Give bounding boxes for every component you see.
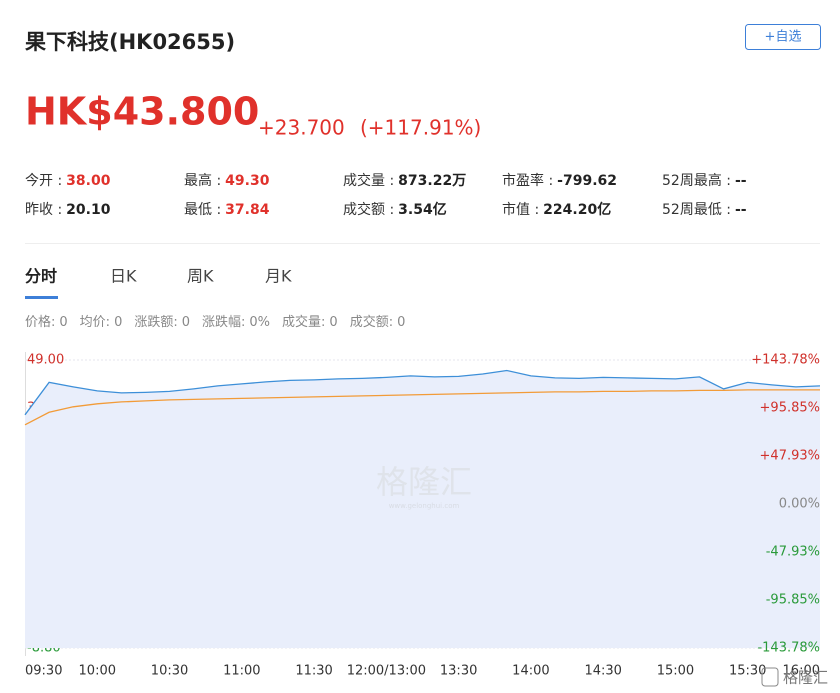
stat-value: 38.00 — [66, 173, 111, 189]
x-tick-label: 09:30 — [25, 664, 62, 679]
stat-label: 52周最低 : — [662, 202, 731, 218]
info-value: 0% — [249, 315, 270, 330]
stat-value: 37.84 — [225, 202, 270, 218]
stat: 52周最高 : -- — [662, 172, 747, 189]
x-tick-label: 10:30 — [151, 664, 188, 679]
x-tick-label: 16:00 — [783, 664, 820, 679]
info-value: 0 — [397, 315, 405, 330]
stat-value: -- — [735, 173, 747, 189]
stat-label: 市值 : — [502, 201, 539, 218]
info-bar: 价格: 0 均价: 0 涨跌额: 0 涨跌幅: 0% 成交量: 0 成交额: 0 — [25, 314, 405, 330]
stats: 今开 :38.00 最高 :49.30 成交量 :873.22万 市盈率 : -799.… — [25, 172, 747, 218]
y2-tick-label: -47.93% — [766, 545, 820, 560]
price-line — [24, 369, 821, 416]
stat: 最低 :37.84 — [184, 202, 270, 218]
info-value: 0 — [182, 315, 190, 330]
y2-tick-label: +143.78% — [751, 353, 820, 368]
info-label: 成交量: — [282, 314, 325, 330]
x-tick-label: 15:30 — [729, 664, 766, 679]
watermark: 格隆汇 — [376, 463, 472, 501]
stat: 昨收 :20.10 — [25, 202, 111, 218]
stat-label: 成交额 : — [343, 201, 394, 218]
stat-label: 52周最高 : — [662, 172, 731, 189]
y-tick-label: 49.00 — [27, 353, 64, 368]
logo: 格隆汇 — [783, 669, 828, 687]
stat: 市值 :224.20亿 — [502, 201, 611, 218]
stat-value: -799.62 — [557, 173, 617, 189]
stat: 市盈率 : -799.62 — [502, 172, 617, 189]
stat-label: 最高 : — [184, 172, 221, 189]
stat: 今开 :38.00 — [25, 173, 111, 189]
stat-value: 3.54亿 — [398, 201, 447, 218]
tab[interactable]: 分时 — [25, 267, 57, 286]
tabs: 分时 日K 周K 月K — [25, 267, 292, 286]
tab[interactable]: 周K — [187, 267, 214, 286]
x-tick-label: 12:00/13:00 — [347, 664, 426, 679]
stat: 52周最低 : -- — [662, 202, 747, 218]
info-label: 涨跌额: — [134, 314, 177, 330]
y2-tick-label: -143.78% — [757, 641, 820, 656]
stat: 成交量 :873.22万 — [343, 172, 466, 189]
y2-tick-label: +95.85% — [760, 401, 820, 416]
stat-value: 49.30 — [225, 173, 270, 189]
tab[interactable]: 日K — [110, 267, 137, 286]
stat-value: 20.10 — [66, 202, 111, 218]
info-value: 0 — [59, 315, 67, 330]
price-change: +23.700 — [258, 116, 345, 140]
x-tick-label: 13:30 — [440, 664, 477, 679]
watch-button[interactable] — [745, 24, 821, 50]
price-change-pct: (+117.91%) — [360, 116, 481, 140]
stat-value: 224.20亿 — [543, 201, 611, 218]
info-label: 成交额: — [350, 314, 393, 330]
stat-label: 昨收 : — [25, 202, 62, 218]
x-tick-label: 10:00 — [79, 664, 116, 679]
x-tick-label: 14:00 — [512, 664, 549, 679]
stat-label: 市盈率 : — [502, 172, 553, 189]
x-tick-label: 15:00 — [657, 664, 694, 679]
x-tick-label: 14:30 — [584, 664, 621, 679]
x-tick-label: 11:00 — [223, 664, 260, 679]
average-line — [24, 389, 820, 426]
tab-underline — [25, 296, 58, 299]
tab[interactable]: 月K — [265, 267, 292, 286]
watch-button-label[interactable]: +自选 — [765, 30, 802, 45]
y2-tick-label: 0.00% — [779, 497, 820, 512]
intraday-chart: 49.0039.3729.7320.1010.470.83-8.80+143.7… — [24, 352, 828, 687]
stat: 最高 :49.30 — [184, 172, 270, 189]
watermark-url: www.gelonghui.com — [389, 502, 460, 510]
x-tick-label: 11:30 — [295, 664, 332, 679]
stat-value: -- — [735, 202, 747, 218]
price: HK$43.800 — [25, 90, 259, 134]
info-value: 0 — [329, 315, 337, 330]
info-label: 涨跌幅: — [202, 314, 245, 330]
stat-label: 最低 : — [184, 202, 221, 218]
info-label: 价格: — [25, 314, 55, 330]
stat-label: 成交量 : — [343, 172, 394, 189]
stat: 成交额 :3.54亿 — [343, 201, 447, 218]
info-value: 0 — [114, 315, 122, 330]
stat-value: 873.22万 — [398, 173, 466, 189]
logo-badge — [761, 667, 779, 687]
info-label: 均价: — [80, 315, 110, 330]
stock-title: 果下科技(HK02655) — [25, 30, 235, 54]
y2-tick-label: +47.93% — [760, 448, 820, 463]
price-area — [25, 370, 820, 648]
stat-label: 今开 : — [25, 173, 62, 189]
y2-tick-label: -95.85% — [766, 592, 820, 607]
